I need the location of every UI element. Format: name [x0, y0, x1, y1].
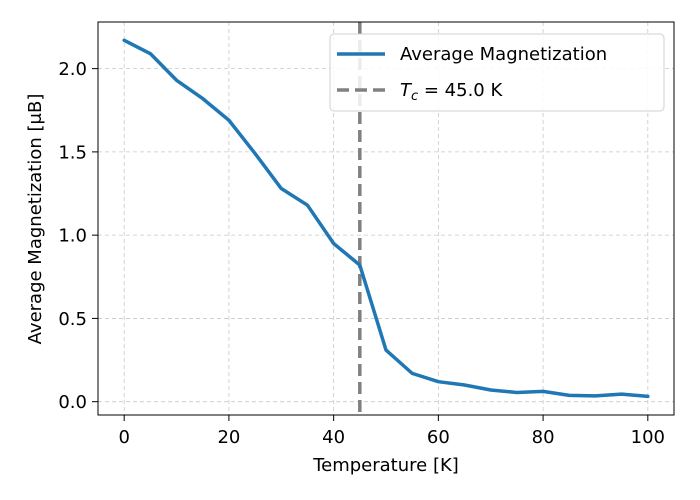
legend-box: [329, 33, 665, 112]
plot-frame: [97, 21, 675, 416]
y-tick-label: 0.5: [58, 309, 87, 330]
y-tick-label: 2.0: [58, 59, 87, 80]
ticks: 0 20 40 60 80 100 0.0 0.5 1.0 1.5 2.0: [58, 59, 665, 448]
y-tick-label: 0.0: [58, 392, 87, 413]
magnetization-series-line: [122, 38, 650, 399]
legend-label-magnetization: Average Magnetization: [400, 44, 607, 65]
legend-label-critical-temperature: Tc = 45.0 K: [400, 80, 503, 104]
series-layer: [122, 38, 650, 399]
y-axis-label: Average Magnetization [μB]: [25, 94, 46, 345]
x-tick-label: 80: [532, 427, 555, 448]
plot-border: [97, 21, 675, 416]
legend: Average Magnetization Tc = 45.0 K: [329, 33, 665, 112]
x-tick-label: 40: [322, 427, 345, 448]
x-tick-label: 100: [631, 427, 665, 448]
x-axis-label: Temperature [K]: [312, 455, 459, 476]
y-tick-label: 1.5: [58, 142, 87, 163]
x-tick-label: 0: [118, 427, 129, 448]
y-tick-label: 1.0: [58, 226, 87, 247]
x-tick-label: 20: [217, 427, 240, 448]
x-tick-label: 60: [427, 427, 450, 448]
